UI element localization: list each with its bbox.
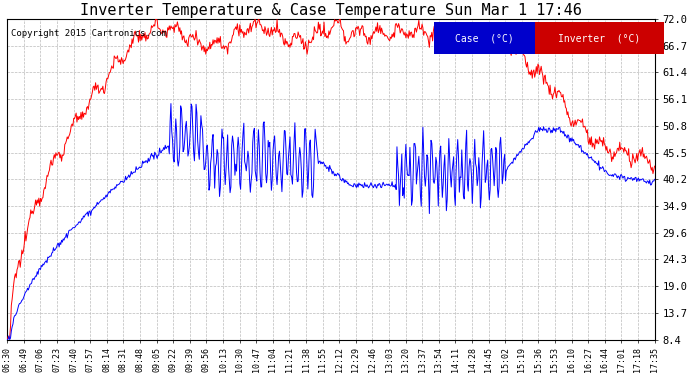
Bar: [535, 22, 664, 54]
Title: Inverter Temperature & Case Temperature Sun Mar 1 17:46: Inverter Temperature & Case Temperature …: [80, 3, 582, 18]
Text: Case  (°C): Case (°C): [455, 33, 514, 43]
Bar: [435, 22, 535, 54]
Text: Copyright 2015 Cartronics.com: Copyright 2015 Cartronics.com: [10, 28, 166, 38]
Text: Inverter  (°C): Inverter (°C): [558, 33, 641, 43]
